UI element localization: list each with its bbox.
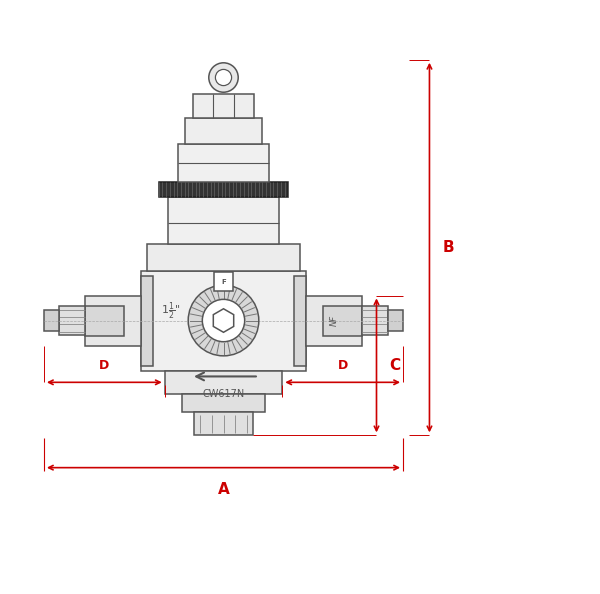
Circle shape <box>188 285 259 356</box>
Bar <box>85 305 124 336</box>
Bar <box>44 310 59 331</box>
Bar <box>194 412 253 435</box>
Bar <box>59 306 85 335</box>
Text: $1\frac{1}{2}$": $1\frac{1}{2}$" <box>161 301 181 323</box>
Bar <box>295 276 306 365</box>
Text: CW617N: CW617N <box>202 390 245 399</box>
Bar <box>323 305 362 336</box>
Bar <box>85 296 141 346</box>
Text: NF: NF <box>329 315 338 326</box>
Circle shape <box>215 69 232 86</box>
Bar <box>164 371 283 394</box>
Bar <box>141 270 306 371</box>
Bar <box>362 306 388 335</box>
Bar <box>306 296 362 346</box>
Circle shape <box>202 299 245 342</box>
Text: B: B <box>442 240 454 255</box>
Bar <box>159 182 288 197</box>
Circle shape <box>209 63 238 92</box>
Text: F: F <box>221 279 226 285</box>
Bar <box>185 118 262 144</box>
Text: A: A <box>218 482 229 497</box>
Bar <box>178 144 269 182</box>
Text: D: D <box>338 359 348 372</box>
Bar <box>167 197 280 244</box>
Bar <box>147 244 300 270</box>
Bar <box>182 394 265 412</box>
Bar <box>214 272 233 291</box>
Text: C: C <box>389 358 401 373</box>
Bar <box>388 310 403 331</box>
Bar <box>141 276 152 365</box>
Text: D: D <box>99 359 109 372</box>
Bar <box>193 94 254 118</box>
